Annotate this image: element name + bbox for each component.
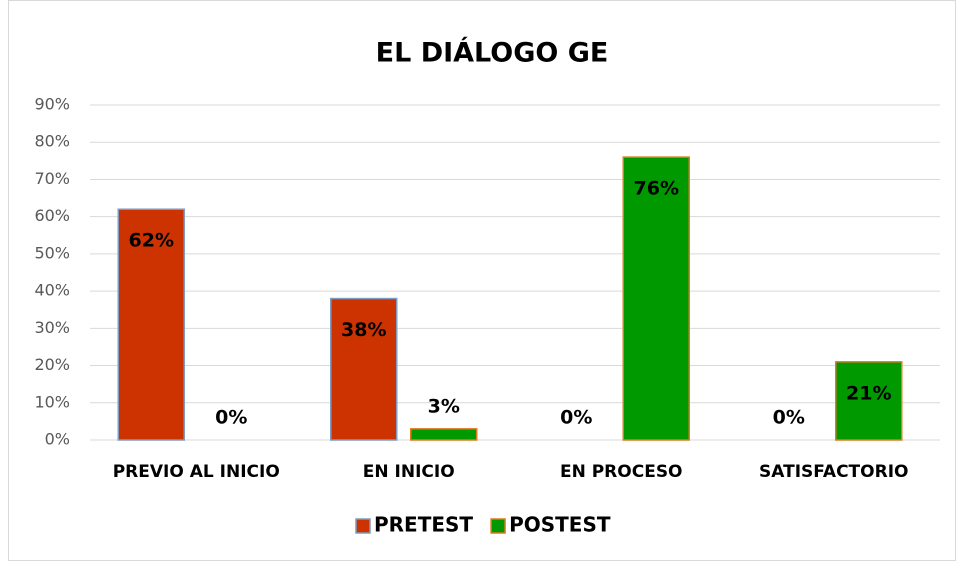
- bar: [835, 361, 903, 441]
- data-label: 38%: [341, 319, 386, 341]
- data-label: 0%: [215, 407, 247, 429]
- legend-swatch: [490, 518, 506, 534]
- x-tick-label: EN PROCESO: [560, 462, 683, 482]
- data-label: 0%: [773, 407, 805, 429]
- y-tick-label: 30%: [34, 318, 70, 337]
- y-tick-label: 90%: [34, 95, 70, 114]
- bar: [410, 428, 478, 441]
- data-label: 76%: [634, 178, 679, 200]
- y-tick-label: 0%: [45, 430, 70, 449]
- chart-title: EL DIÁLOGO GE: [376, 37, 609, 69]
- y-tick-label: 20%: [34, 355, 70, 374]
- x-tick-label: SATISFACTORIO: [759, 462, 908, 482]
- x-tick-label: PREVIO AL INICIO: [113, 462, 280, 482]
- x-tick-label: EN INICIO: [363, 462, 455, 482]
- y-tick-label: 70%: [34, 169, 70, 188]
- data-label: 0%: [560, 407, 592, 429]
- legend-label: POSTEST: [509, 513, 611, 537]
- data-label: 3%: [428, 395, 460, 417]
- legend-swatch: [355, 518, 371, 534]
- y-tick-label: 80%: [34, 132, 70, 151]
- data-label: 21%: [846, 382, 891, 404]
- y-tick-label: 10%: [34, 392, 70, 411]
- bar: [330, 297, 398, 441]
- legend-label: PRETEST: [374, 513, 473, 537]
- y-tick-label: 40%: [34, 281, 70, 300]
- y-tick-label: 60%: [34, 206, 70, 225]
- bar: [117, 208, 185, 441]
- y-tick-label: 50%: [34, 243, 70, 262]
- bar: [622, 156, 690, 441]
- data-label: 62%: [129, 230, 174, 252]
